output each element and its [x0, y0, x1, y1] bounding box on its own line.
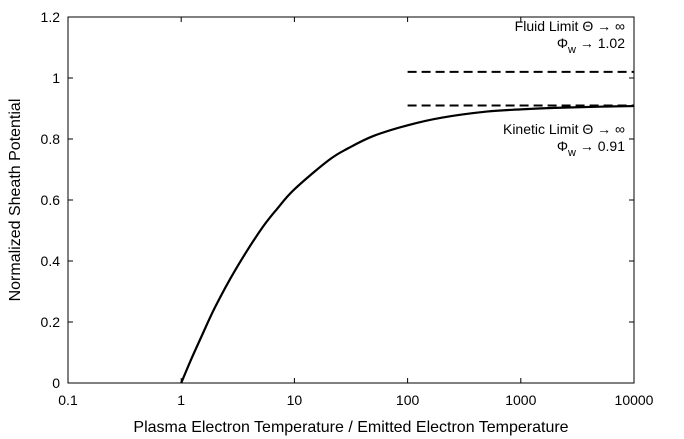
lines-layer: [180, 70, 635, 384]
x-axis-label: Plasma Electron Temperature / Emitted El…: [133, 419, 568, 436]
kinetic-limit-annotation: Kinetic Limit Θ → ∞: [503, 121, 625, 137]
y-tick-label: 0: [52, 375, 60, 391]
y-tick-label: 0.2: [41, 314, 61, 330]
phi-symbol: Φ: [557, 35, 568, 51]
phi-subscript: w: [567, 147, 576, 159]
x-tick-label: 10: [287, 392, 303, 408]
fluid-limit-value-annotation: Φw → 1.02: [557, 35, 625, 56]
phi-subscript: w: [567, 44, 576, 56]
y-axis-label: Normalized Sheath Potential: [7, 99, 24, 302]
x-tick-label: 1000: [505, 392, 536, 408]
plot-frame: [67, 16, 635, 384]
y-tick-label: 0.6: [41, 192, 61, 208]
y-tick-label: 0.4: [41, 253, 61, 269]
labels-layer: 0.1 1 10 100 1000 10000 0 0.2 0.4 0.6 0.8 1 1.2: [41, 9, 654, 408]
y-tick-label: 1.2: [41, 9, 61, 25]
kinetic-limit-value: → 0.91: [576, 138, 625, 154]
sheath-potential-curve: [180, 104, 635, 384]
x-tick-label: 0.1: [58, 392, 78, 408]
y-tick-label: 0.8: [41, 131, 61, 147]
kinetic-limit-value-annotation: Φw → 0.91: [557, 138, 625, 159]
fluid-limit-value: → 1.02: [576, 35, 625, 51]
y-tick-label: 1: [52, 70, 60, 86]
x-tick-label: 10000: [615, 392, 654, 408]
fluid-limit-annotation: Fluid Limit Θ → ∞: [515, 18, 625, 34]
x-tick-label: 100: [396, 392, 420, 408]
phi-symbol: Φ: [557, 138, 568, 154]
x-tick-label: 1: [177, 392, 185, 408]
